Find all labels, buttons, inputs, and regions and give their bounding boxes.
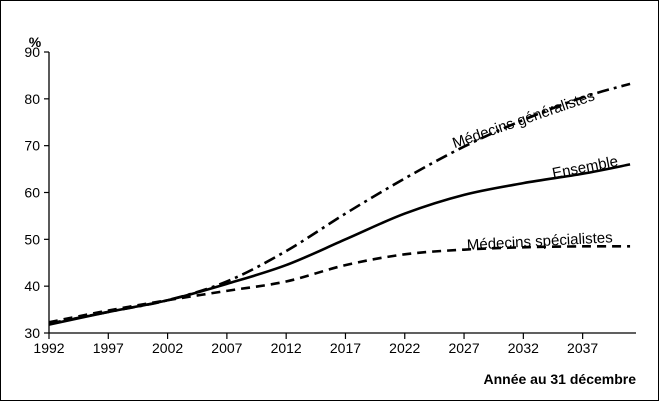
x-tick-label: 2017 bbox=[330, 340, 361, 356]
x-tick-label: 2037 bbox=[567, 340, 598, 356]
y-tick-label: 40 bbox=[24, 278, 40, 294]
x-tick-label: 2027 bbox=[448, 340, 479, 356]
x-tick-label: 1997 bbox=[93, 340, 124, 356]
y-tick-label: 60 bbox=[24, 185, 40, 201]
y-tick-label: 90 bbox=[24, 44, 40, 60]
x-tick-label: 2002 bbox=[152, 340, 183, 356]
series-label-ensemble: Ensemble bbox=[551, 153, 620, 182]
y-tick-label: 80 bbox=[24, 91, 40, 107]
series-label-specialistes: Médecins spécialistes bbox=[466, 229, 613, 254]
x-tick-label: 2012 bbox=[271, 340, 302, 356]
x-tick-label: 1992 bbox=[33, 340, 64, 356]
x-tick-label: 2022 bbox=[389, 340, 420, 356]
y-axis-label: % bbox=[29, 34, 42, 50]
y-tick-label: 30 bbox=[24, 325, 40, 341]
x-tick-label: 2007 bbox=[211, 340, 242, 356]
series-specialistes-line bbox=[48, 244, 631, 324]
y-tick-label: 50 bbox=[24, 231, 40, 247]
x-axis-label: Année au 31 décembre bbox=[483, 371, 636, 387]
series-group bbox=[48, 82, 631, 326]
axes: 30 40 50 60 70 80 90% 1992 1997 2002 2007 2012 2017 2… bbox=[24, 34, 636, 387]
series-label-generalistes: Médecins généralistes bbox=[450, 87, 597, 152]
y-tick-label: 70 bbox=[24, 138, 40, 154]
x-tick-label: 2032 bbox=[508, 340, 539, 356]
